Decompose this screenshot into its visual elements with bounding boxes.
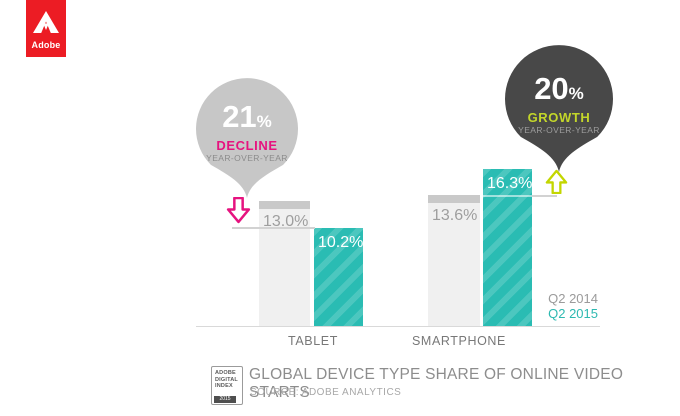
growth-leader-line — [532, 195, 557, 197]
legend-item-q2-2015: Q2 2015 — [548, 306, 598, 321]
decline-down-arrow-icon — [226, 197, 251, 224]
growth-callout-balloon: 20% GROWTH YEAR-OVER-YEAR — [505, 45, 613, 172]
badge-year-banner: 2015 — [214, 396, 236, 403]
badge-line-digital: DIGITAL — [215, 376, 238, 383]
category-label-smartphone: SMARTPHONE — [412, 334, 506, 348]
adobe-digital-index-badge: ADOBE DIGITAL INDEX 2015 — [211, 366, 243, 405]
adobe-logo: Adobe — [26, 0, 66, 57]
bar-value-label: 13.0% — [263, 212, 309, 230]
decline-sublabel: YEAR-OVER-YEAR — [206, 153, 288, 163]
balloon-pin-shape — [505, 45, 613, 172]
growth-up-arrow-icon — [545, 169, 568, 194]
x-axis-baseline — [196, 326, 600, 327]
legend-item-q2-2014: Q2 2014 — [548, 291, 598, 306]
decline-percent: 21% — [222, 99, 272, 134]
adobe-a-icon — [33, 11, 59, 33]
growth-leader-line-overlay — [483, 195, 532, 197]
bar-tablet-q2-2015: 10.2% — [314, 228, 363, 327]
growth-percent: 20% — [534, 71, 584, 106]
chart-title: GLOBAL DEVICE TYPE SHARE OF ONLINE VIDEO… — [249, 366, 624, 401]
bar-value-label: 16.3% — [487, 174, 533, 192]
badge-line-index: INDEX — [215, 383, 233, 389]
bar-tablet-q2-2014: 13.0% — [259, 200, 310, 327]
decline-leader-line — [232, 227, 315, 229]
legend: Q2 2014 Q2 2015 — [548, 291, 598, 321]
bar-cap — [259, 200, 310, 209]
chart-source: SOURCE: ADOBE ANALYTICS — [250, 387, 402, 398]
decline-label: DECLINE — [216, 138, 278, 153]
bar-smartphone-q2-2014: 13.6% — [428, 195, 480, 327]
bar-cap — [428, 195, 480, 204]
decline-callout-balloon: 21% DECLINE YEAR-OVER-YEAR — [196, 78, 298, 198]
growth-sublabel: YEAR-OVER-YEAR — [518, 125, 600, 135]
category-label-tablet: TABLET — [288, 334, 338, 348]
bar-value-label: 13.6% — [432, 207, 478, 225]
balloon-pin-shape — [196, 78, 298, 198]
growth-label: GROWTH — [527, 110, 591, 125]
adobe-logo-text: Adobe — [31, 40, 61, 50]
bar-smartphone-q2-2015: 16.3% — [483, 168, 533, 327]
bar-value-label: 10.2% — [318, 234, 364, 252]
badge-line-adobe: ADOBE — [215, 370, 236, 376]
